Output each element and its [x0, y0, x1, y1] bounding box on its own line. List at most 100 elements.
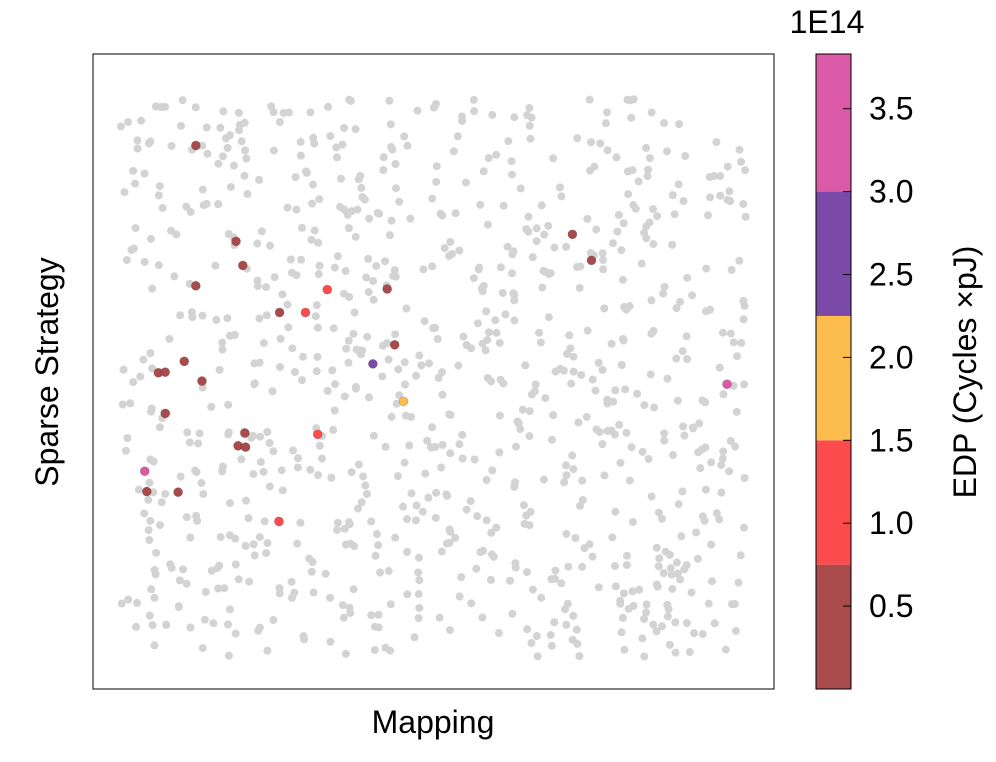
background-point	[594, 358, 603, 367]
background-point	[518, 405, 527, 414]
background-point	[286, 255, 295, 264]
background-point	[384, 355, 393, 364]
background-point	[200, 615, 209, 624]
background-point	[255, 314, 264, 323]
background-point	[315, 195, 324, 204]
background-point	[537, 201, 546, 210]
background-point	[284, 108, 293, 117]
background-point	[381, 257, 390, 266]
background-point	[716, 172, 725, 181]
background-point	[627, 113, 636, 122]
highlighted-point	[191, 280, 201, 291]
background-point	[603, 146, 612, 155]
background-point	[401, 380, 410, 389]
highlighted-point	[274, 516, 284, 527]
background-point	[660, 118, 669, 127]
background-point	[263, 427, 272, 436]
background-point	[414, 553, 423, 562]
background-point	[633, 389, 642, 398]
background-point	[663, 612, 672, 621]
background-point	[499, 201, 508, 210]
background-point	[186, 623, 195, 632]
background-point	[378, 341, 387, 350]
background-point	[345, 292, 354, 301]
background-point	[679, 422, 688, 431]
background-point	[300, 635, 309, 644]
background-point	[307, 567, 316, 576]
background-point	[162, 620, 171, 629]
background-point	[147, 404, 156, 413]
background-point	[665, 550, 674, 559]
background-point	[374, 610, 383, 619]
background-point	[524, 212, 533, 221]
colorbar-segment	[816, 564, 851, 689]
background-point	[260, 517, 269, 526]
background-point	[381, 442, 390, 451]
background-point	[573, 639, 582, 648]
background-point	[309, 588, 318, 597]
highlighted-point	[240, 428, 250, 438]
background-point	[356, 171, 365, 180]
background-point	[283, 203, 292, 212]
background-point	[150, 593, 159, 602]
background-point	[367, 611, 376, 620]
background-point	[470, 107, 479, 116]
background-point	[612, 153, 621, 162]
background-point	[555, 183, 564, 192]
background-point	[516, 425, 525, 434]
background-point	[482, 307, 491, 316]
background-point	[583, 214, 592, 223]
background-point	[291, 173, 300, 182]
background-point	[435, 613, 444, 622]
background-point	[423, 436, 432, 445]
background-point	[414, 568, 423, 577]
background-point	[123, 434, 132, 443]
background-point	[420, 317, 429, 326]
background-point	[384, 567, 393, 576]
background-point	[126, 399, 135, 408]
background-point	[186, 207, 195, 216]
background-point	[562, 461, 571, 470]
highlighted-point	[274, 307, 285, 318]
background-point	[410, 633, 419, 642]
background-point	[438, 390, 447, 399]
background-point	[573, 134, 582, 143]
background-point	[488, 110, 497, 119]
background-point	[182, 202, 191, 211]
background-point	[652, 580, 661, 589]
background-point	[117, 599, 126, 608]
background-point	[129, 378, 138, 387]
background-point	[647, 492, 656, 501]
background-point	[265, 439, 274, 448]
background-point	[609, 239, 618, 248]
background-point	[647, 329, 656, 338]
background-point	[596, 139, 605, 148]
background-point	[734, 578, 743, 587]
background-point	[395, 391, 404, 400]
background-point	[278, 486, 287, 495]
background-point	[302, 167, 311, 176]
background-point	[431, 323, 440, 332]
background-point	[510, 482, 519, 491]
background-point	[462, 505, 471, 514]
background-point	[375, 209, 384, 218]
background-point	[569, 611, 578, 620]
background-point	[262, 311, 271, 320]
background-point	[508, 250, 517, 259]
background-point	[224, 651, 233, 660]
background-point	[187, 308, 196, 317]
background-point	[148, 621, 157, 630]
background-point	[591, 386, 600, 395]
background-point	[727, 265, 736, 274]
background-point	[124, 595, 133, 604]
background-point	[674, 180, 683, 189]
background-point	[179, 565, 188, 574]
background-point	[525, 407, 534, 416]
background-point	[682, 332, 691, 341]
background-point	[577, 370, 586, 379]
background-point	[186, 533, 195, 542]
background-point	[467, 344, 476, 353]
background-point	[698, 396, 707, 405]
background-point	[315, 441, 324, 450]
highlighted-point	[240, 442, 251, 452]
